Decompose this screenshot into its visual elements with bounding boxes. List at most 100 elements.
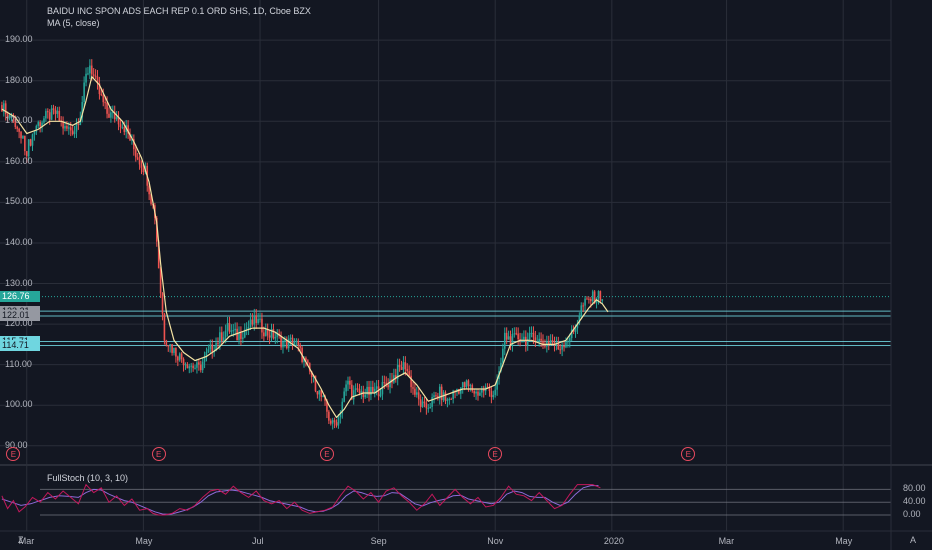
stoch-tick-label: 0.00: [903, 509, 921, 519]
candle-body: [372, 386, 374, 393]
candle-body: [48, 112, 51, 120]
candle-body: [553, 342, 556, 346]
candle-body: [523, 336, 525, 340]
candle-body: [417, 392, 420, 400]
candle-body: [228, 323, 231, 332]
candle-body: [360, 391, 363, 394]
symbol-title[interactable]: BAIDU INC SPON ADS EACH REP 0.1 ORD SHS,…: [47, 6, 311, 16]
candle-body: [280, 335, 282, 348]
stoch-d-line: [1, 485, 599, 515]
candle-body: [33, 131, 36, 135]
stoch-tick-label: 80.00: [903, 483, 926, 494]
candle-body: [328, 411, 330, 421]
candle-body: [551, 340, 554, 343]
x-tick-label: 2020: [603, 536, 624, 546]
candle-body: [400, 367, 403, 370]
y-tick-label: 110.00: [5, 358, 32, 369]
candle-body: [318, 390, 321, 395]
candle-body: [236, 328, 238, 341]
candle-body: [368, 386, 370, 396]
candle-body: [194, 367, 196, 369]
candle-body: [217, 342, 219, 344]
candle-body: [448, 398, 451, 400]
candle-body: [333, 420, 336, 423]
candle-body: [329, 420, 332, 424]
candle-body: [163, 313, 166, 341]
candle-body: [412, 387, 414, 389]
candle-body: [31, 134, 34, 146]
x-tick-label: Mar: [718, 536, 735, 546]
candle-body: [159, 268, 162, 294]
candle-body: [167, 345, 170, 347]
y-tick-label: 90.00: [5, 439, 28, 450]
candle-body: [50, 108, 53, 120]
candle-body: [567, 341, 569, 343]
candle-body: [511, 333, 514, 346]
candle-body: [590, 298, 592, 302]
candle-body: [416, 392, 418, 395]
candle-body: [337, 417, 340, 426]
candle-body: [568, 338, 571, 342]
candle-body: [475, 391, 477, 394]
price-tag-label: 126.76: [0, 291, 40, 303]
stoch-legend[interactable]: FullStoch (10, 3, 10): [47, 473, 129, 483]
candle-body: [299, 344, 301, 348]
candle-body: [245, 328, 248, 330]
candle-body: [494, 389, 497, 395]
candle-body: [375, 386, 378, 389]
candle-body: [94, 75, 97, 77]
candle-body: [37, 122, 40, 126]
candle-body: [356, 388, 359, 390]
candle-body: [308, 363, 311, 372]
candle-body: [90, 65, 93, 75]
candle-body: [276, 333, 279, 338]
candle-body: [477, 391, 479, 396]
candle-body: [165, 340, 168, 346]
x-tick-label: Jul: [252, 536, 264, 546]
candle-body: [243, 329, 246, 338]
candle-body: [201, 361, 204, 371]
candle-body: [503, 332, 506, 349]
candle-body: [150, 194, 152, 204]
earnings-badge[interactable]: E: [6, 447, 21, 461]
candle-body: [377, 386, 380, 397]
candle-body: [431, 397, 433, 407]
candle-body: [127, 125, 129, 134]
candle-body: [410, 375, 412, 388]
candle-body: [83, 82, 85, 103]
candle-body: [549, 340, 552, 345]
candle-body: [561, 345, 563, 350]
candle-body: [383, 382, 386, 384]
auto-scale-icon[interactable]: Z: [18, 535, 24, 545]
candle-body: [133, 139, 135, 150]
candle-body: [1, 105, 3, 112]
candle-body: [463, 382, 466, 388]
candle-body: [373, 388, 376, 393]
auto-icon[interactable]: A: [910, 535, 917, 545]
candle-body: [211, 344, 214, 353]
candle-body: [379, 394, 382, 397]
candle-body: [66, 126, 68, 129]
candle-body: [438, 386, 441, 399]
candle-body: [87, 73, 89, 75]
candle-body: [343, 391, 345, 402]
earnings-badge[interactable]: E: [151, 447, 166, 461]
candle-body: [129, 133, 131, 141]
candle-body: [203, 355, 206, 362]
ma-legend[interactable]: MA (5, close): [47, 18, 100, 28]
candle-body: [52, 108, 55, 110]
candle-body: [257, 319, 259, 324]
candle-body: [259, 318, 261, 320]
candle-body: [47, 111, 49, 113]
candle-body: [502, 348, 504, 363]
candle-body: [29, 139, 32, 146]
candle-body: [507, 336, 510, 340]
earnings-badge[interactable]: E: [681, 447, 696, 461]
earnings-badge[interactable]: E: [319, 447, 334, 461]
candle-body: [408, 371, 410, 376]
candle-body: [580, 305, 583, 316]
candle-body: [421, 401, 424, 407]
earnings-badge[interactable]: E: [488, 447, 503, 461]
